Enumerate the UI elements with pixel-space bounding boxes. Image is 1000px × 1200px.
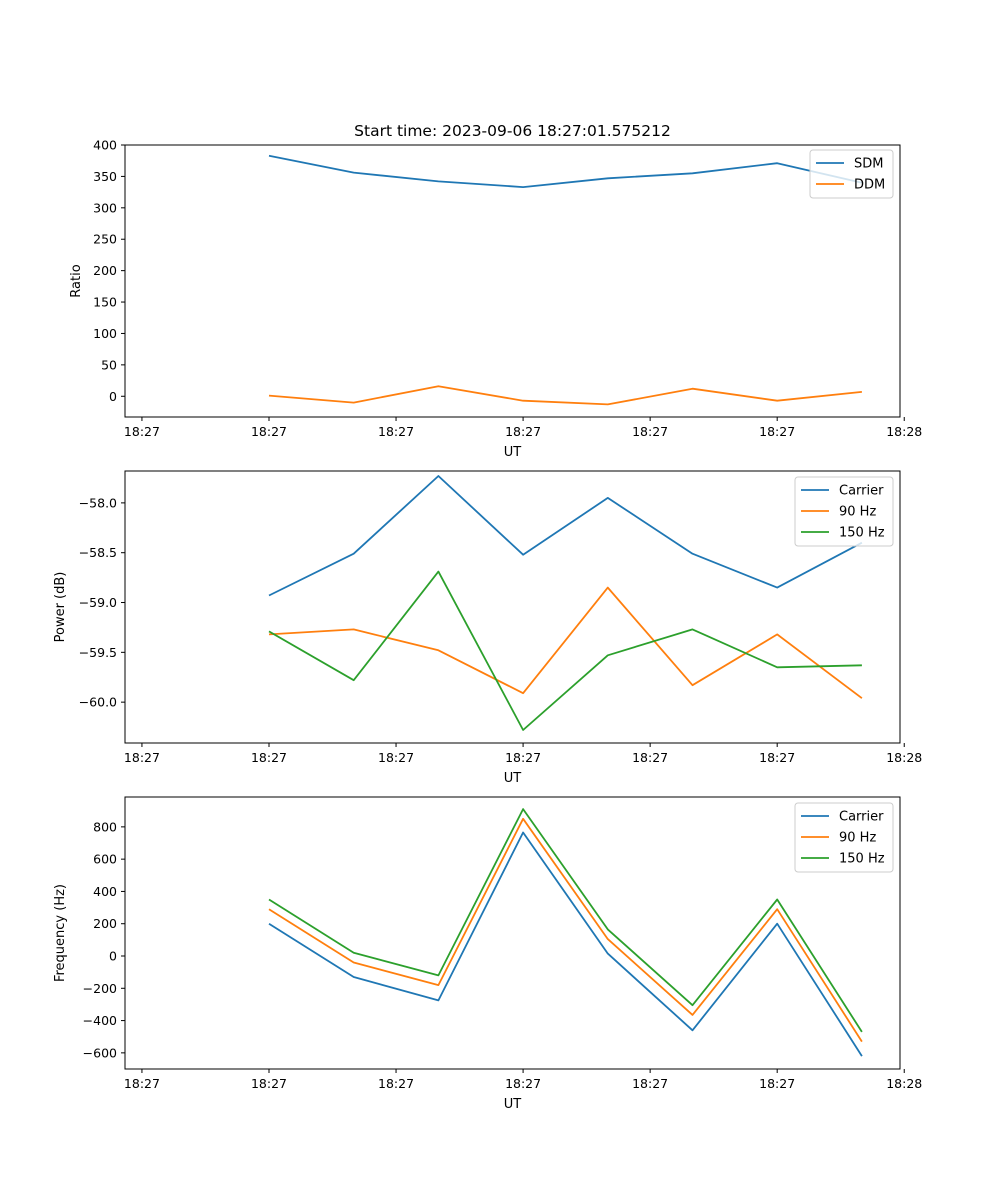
legend-label: 90 Hz [839,505,876,520]
x-tick-label: 18:27 [632,424,668,439]
y-tick-label: −200 [83,981,117,996]
legend-label: Carrier [839,810,884,825]
legend-box [794,476,894,547]
y-tick-label: −58.5 [79,545,117,560]
chart-panel-2: 18:27 18:27 18:27 18:27 18:27 18:27 18:28 −60.0… [53,470,922,786]
x-tick-label: 18:27 [632,1076,668,1091]
y-tick-label: 150 [93,295,117,310]
plot-frame [124,796,901,1070]
chart-title: Start time: 2023-09-06 18:27:01.575212 [354,122,671,140]
y-axis-label: Frequency (Hz) [53,884,68,982]
series-line-carrier [268,831,863,1057]
y-tick-label: 200 [93,916,117,931]
x-tick-label: 18:27 [124,1076,160,1091]
series-line-carrier [268,475,863,597]
x-tick-label: 18:27 [505,750,541,765]
legend-label: SDM [854,157,883,172]
x-tick-label: 18:27 [251,424,287,439]
legend-label: 150 Hz [839,526,885,541]
x-tick-label: 18:27 [759,1076,795,1091]
y-tick-label: 0 [109,949,117,964]
series-line-90-hz [268,586,863,699]
y-tick-label: 50 [101,357,117,372]
series-line-sdm [268,154,863,189]
x-tick-label: 18:27 [251,1076,287,1091]
series-line-ddm [268,385,862,406]
x-tick-label: 18:27 [759,750,795,765]
y-tick-label: 400 [93,884,117,899]
legend-label: 150 Hz [839,852,885,867]
x-tick-label: 18:27 [378,424,414,439]
legend-label: 90 Hz [839,831,876,846]
y-tick-label: −60.0 [79,695,117,710]
y-tick-label: 200 [93,263,117,278]
y-tick-label: 100 [93,326,117,341]
series-line-90-hz [268,817,863,1043]
legend: SDM DDM [809,149,894,199]
x-axis-label: UT [504,1097,522,1112]
plot-frame [124,144,901,418]
y-axis-label: Ratio [69,264,84,297]
legend-label: Carrier [839,484,884,499]
x-tick-label: 18:28 [886,1076,922,1091]
y-tick-label: 300 [93,200,117,215]
plot-frame [124,470,901,744]
legend: Carrier 90 Hz 150 Hz [794,802,894,873]
y-tick-label: 600 [93,852,117,867]
legend-box [794,802,894,873]
y-tick-label: −59.0 [79,595,117,610]
x-tick-label: 18:27 [505,424,541,439]
y-tick-label: 0 [109,389,117,404]
x-tick-label: 18:28 [886,750,922,765]
legend: Carrier 90 Hz 150 Hz [794,476,894,547]
x-tick-label: 18:27 [505,1076,541,1091]
legend-label: DDM [854,178,885,193]
y-tick-label: 800 [93,819,117,834]
x-tick-label: 18:27 [124,750,160,765]
chart-panel-1: 18:27 18:27 18:27 18:27 18:27 18:27 18:28 0 50 10… [69,138,922,461]
series-line-150-hz [268,808,863,1033]
x-tick-label: 18:28 [886,424,922,439]
x-tick-label: 18:27 [632,750,668,765]
chart-panel-3: 18:27 18:27 18:27 18:27 18:27 18:27 18:28 −600 −… [53,796,922,1112]
x-tick-label: 18:27 [378,1076,414,1091]
y-tick-label: −600 [83,1045,117,1060]
y-tick-label: −59.5 [79,645,117,660]
series-line-150-hz [268,570,862,731]
y-tick-label: 400 [93,138,117,153]
x-axis-label: UT [504,445,522,460]
x-tick-label: 18:27 [759,424,795,439]
y-tick-label: −400 [83,1013,117,1028]
y-tick-label: −58.0 [79,495,117,510]
y-tick-label: 350 [93,169,117,184]
y-axis-label: Power (dB) [53,572,68,643]
x-tick-label: 18:27 [124,424,160,439]
x-tick-label: 18:27 [251,750,287,765]
y-tick-label: 250 [93,232,117,247]
x-tick-label: 18:27 [378,750,414,765]
legend-box [809,149,894,199]
x-axis-label: UT [504,771,522,786]
